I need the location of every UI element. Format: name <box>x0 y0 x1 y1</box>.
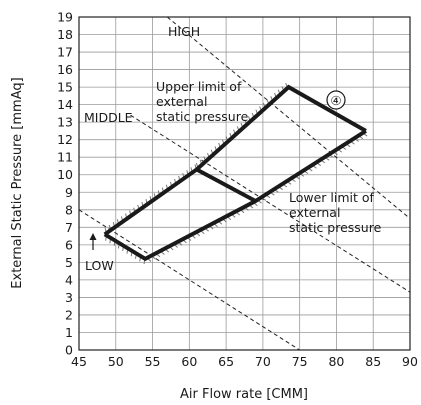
fan-curve-high <box>166 16 411 219</box>
y-tick-label: 17 <box>57 45 73 60</box>
y-tick-label: 14 <box>57 97 73 112</box>
marker-circle <box>326 90 346 110</box>
upper-limit-line-3: static pressure <box>156 109 249 124</box>
y-tick-label: 6 <box>65 237 73 252</box>
fan-curves <box>78 16 411 351</box>
y-tick-label: 11 <box>57 150 73 165</box>
x-tick-label: 50 <box>108 354 124 369</box>
x-tick-label: 65 <box>218 354 234 369</box>
y-tick-label: 5 <box>65 255 73 270</box>
x-tick-label: 45 <box>71 354 87 369</box>
upper-limit-line <box>103 84 367 236</box>
y-tick-label: 2 <box>65 307 73 322</box>
plot-frame <box>78 16 411 351</box>
y-tick-label: 3 <box>65 290 73 305</box>
y-tick-label: 13 <box>57 115 73 130</box>
lower-limit-line-2: external <box>289 205 340 220</box>
y-tick-label: 16 <box>57 62 73 77</box>
y-tick-label: 0 <box>65 343 73 358</box>
y-tick-label: 10 <box>57 167 73 182</box>
tick-labels: 45 50 55 60 65 70 75 80 85 9001234567891011121314… <box>57 10 418 370</box>
y-tick-label: 18 <box>57 27 73 42</box>
y-tick-label: 7 <box>65 220 73 235</box>
y-tick-label: 9 <box>65 185 73 200</box>
low-arrow-head <box>89 233 97 240</box>
y-tick-label: 15 <box>57 80 73 95</box>
upper-limit-line-1: Upper limit of <box>156 79 242 94</box>
grid <box>78 16 411 351</box>
high-label: HIGH <box>168 24 200 39</box>
x-tick-label: 75 <box>292 354 308 369</box>
x-tick-label: 80 <box>328 354 344 369</box>
y-axis-label: External Static Pressure [mmAq] <box>10 77 25 288</box>
x-axis-label: Air Flow rate [CMM] <box>180 387 308 402</box>
x-tick-label: 70 <box>255 354 271 369</box>
cross-line <box>195 167 257 203</box>
low-label: LOW <box>85 258 114 273</box>
operating-envelope <box>103 84 367 262</box>
annotations: HIGH MIDDLE LOW Upper limit of external … <box>84 24 382 273</box>
x-tick-label: 85 <box>365 354 381 369</box>
y-tick-label: 8 <box>65 202 73 217</box>
fan-curve-low <box>78 209 300 351</box>
y-tick-label: 12 <box>57 132 73 147</box>
marker-label: ④ <box>330 93 341 108</box>
upper-limit-line-2: external <box>156 94 207 109</box>
lower-limit-line <box>103 129 367 262</box>
y-tick-label: 4 <box>65 272 73 287</box>
middle-label: MIDDLE <box>84 110 133 125</box>
y-tick-label: 1 <box>65 325 73 340</box>
lower-limit-line-1: Lower limit of <box>289 190 375 205</box>
x-tick-label: 60 <box>181 354 197 369</box>
x-tick-label: 90 <box>402 354 418 369</box>
fan-curve-middle <box>130 114 411 293</box>
y-tick-label: 19 <box>57 10 73 25</box>
lower-limit-line-3: static pressure <box>289 220 382 235</box>
x-tick-label: 55 <box>145 354 161 369</box>
